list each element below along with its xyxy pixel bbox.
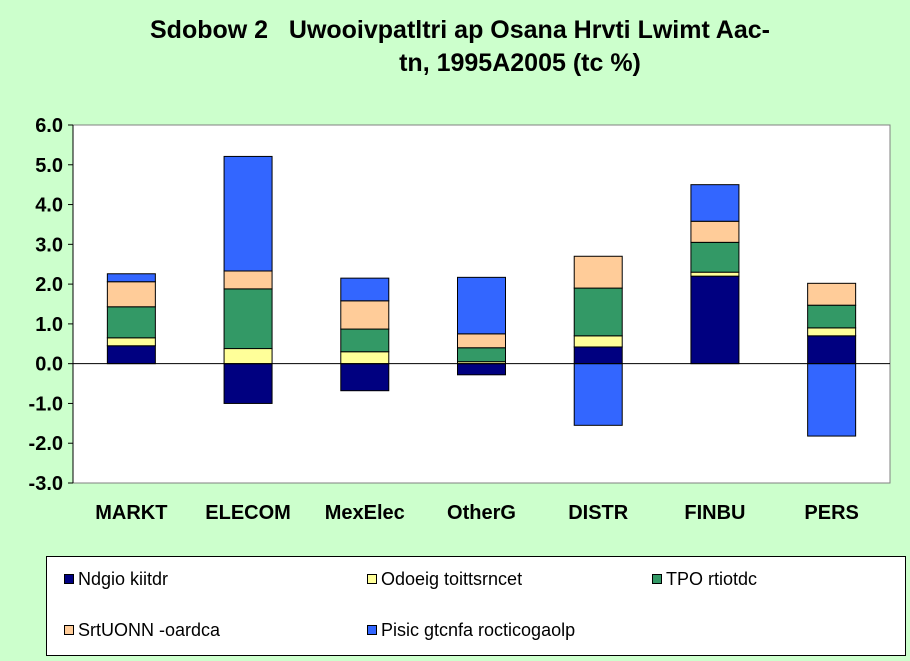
bar-segment-elecom-s5 xyxy=(223,155,273,272)
bar-segment-otherg-s3 xyxy=(457,347,506,363)
chart-title-line-1: Sdobow 2 Uwooivpatltri ap Osana Hrvti Lw… xyxy=(150,16,770,44)
bar-segment-distr-s4 xyxy=(573,255,623,289)
bar-segment-otherg-s1 xyxy=(457,363,506,376)
y-tick-label: 1.0 xyxy=(35,314,63,336)
bar-segment-mexelec-s4 xyxy=(340,300,390,330)
bar-segment-mexelec-s2 xyxy=(340,351,390,365)
bar-segment-markt-s5 xyxy=(106,273,156,283)
y-tick-label: -3.0 xyxy=(29,473,63,495)
chart-title-line-2: tn, 1995A2005 (tc %) xyxy=(399,49,641,77)
bar-segment-finbu-s2 xyxy=(690,271,740,277)
y-tick-label: 6.0 xyxy=(35,115,63,137)
bar-segment-distr-s2 xyxy=(573,335,623,348)
y-tick-label: 5.0 xyxy=(35,155,63,177)
chart-legend: Ndgio kiitdr Odoeig toittsrncet TPO rtiotd… xyxy=(46,556,906,656)
legend-swatch xyxy=(64,574,74,584)
y-tick-label: 2.0 xyxy=(35,274,63,296)
bar-segment-otherg-s4 xyxy=(457,333,506,349)
bar-segment-elecom-s4 xyxy=(223,270,273,290)
x-category-label: OtherG xyxy=(447,502,516,524)
x-category-label: PERS xyxy=(804,502,858,524)
chart-title: Sdobow 2 Uwooivpatltri ap Osana Hrvti Lw… xyxy=(150,14,890,80)
legend-swatch xyxy=(64,625,74,635)
y-tick-label: -2.0 xyxy=(29,433,63,455)
bar-segment-pers-s1 xyxy=(807,335,857,365)
legend-swatch xyxy=(652,574,662,584)
bar-segment-pers-s5 xyxy=(807,363,857,437)
bar-segment-mexelec-s3 xyxy=(340,328,390,353)
bar-segment-pers-s3 xyxy=(807,304,857,329)
bar-segment-mexelec-s5 xyxy=(340,277,390,302)
bar-segment-elecom-s3 xyxy=(223,288,273,350)
bar-segment-mexelec-s1 xyxy=(340,363,390,392)
bar-segment-pers-s4 xyxy=(807,282,857,306)
bar-segment-distr-s5 xyxy=(573,363,623,426)
bar-segment-distr-s3 xyxy=(573,287,623,337)
legend-label: Pisic gtcnfa rocticogaolp xyxy=(381,620,576,640)
bar-segment-distr-s1 xyxy=(573,346,623,365)
y-tick-label: 0.0 xyxy=(35,354,63,376)
y-tick-label: 4.0 xyxy=(35,195,63,217)
bar-segment-otherg-s5 xyxy=(457,276,506,335)
x-category-label: MexElec xyxy=(325,502,405,524)
bar-segment-finbu-s1 xyxy=(690,275,740,365)
bar-segment-markt-s4 xyxy=(106,281,156,308)
bar-segment-finbu-s5 xyxy=(690,184,740,222)
y-tick-label: 3.0 xyxy=(35,234,63,256)
bar-segment-elecom-s1 xyxy=(223,363,273,404)
legend-label: Ndgio kiitdr xyxy=(78,569,169,589)
legend-label: Odoeig toittsrncet xyxy=(381,569,523,589)
stacked-bar-chart: 6.0 5.0 4.0 3.0 2.0 1.0 0.0 -1.0 -2.0 -3.0 MARKT EL… xyxy=(29,115,891,524)
legend-swatch xyxy=(367,625,377,635)
y-tick-label: -1.0 xyxy=(29,393,63,415)
bar-segment-finbu-s4 xyxy=(690,220,740,243)
bar-segment-elecom-s2 xyxy=(223,348,273,365)
legend-label: TPO rtiotdc xyxy=(666,569,758,589)
x-category-label: FINBU xyxy=(684,502,745,524)
bar-segment-markt-s1 xyxy=(106,345,156,365)
bar-segment-pers-s2 xyxy=(807,327,857,337)
x-category-label: DISTR xyxy=(568,502,629,524)
bar-segment-finbu-s3 xyxy=(690,241,740,273)
legend-label: SrtUONN -oardca xyxy=(78,620,221,640)
legend-swatch xyxy=(367,574,377,584)
bar-segment-markt-s2 xyxy=(106,337,156,347)
x-category-label: MARKT xyxy=(95,502,167,524)
bar-segment-markt-s3 xyxy=(106,306,156,339)
x-category-label: ELECOM xyxy=(205,502,291,524)
